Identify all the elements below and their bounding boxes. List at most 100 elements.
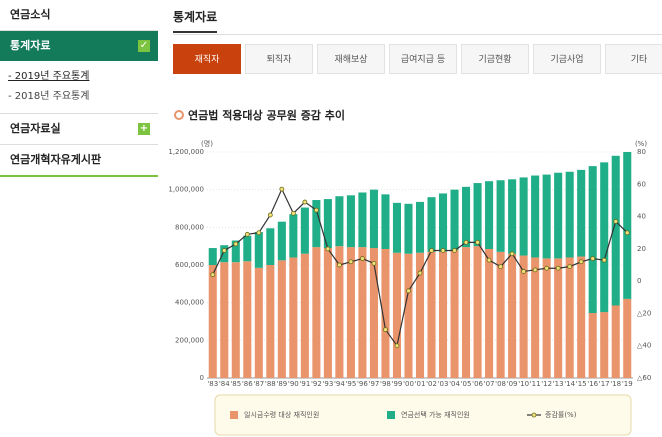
x-tick-label: '18	[610, 380, 621, 388]
bar	[392, 252, 402, 378]
bar	[254, 232, 263, 268]
line-marker	[337, 262, 342, 268]
x-tick-label: '92	[311, 380, 322, 388]
x-tick-label: '16	[587, 380, 598, 388]
bar	[462, 247, 471, 378]
bar	[231, 240, 240, 263]
x-tick-label: '93	[322, 380, 333, 388]
bar	[600, 162, 609, 313]
bar	[588, 166, 597, 314]
chart-title: 연금법 적용대상 공무원 증감 추이	[174, 107, 345, 123]
bar	[485, 248, 494, 378]
x-tick-label: '04	[449, 380, 460, 388]
bar	[220, 262, 229, 378]
submenu-item[interactable]: - 2018년 주요통계	[8, 91, 90, 102]
tab[interactable]: 재해보상	[317, 44, 385, 74]
x-tick-label: '90	[288, 380, 299, 388]
x-tick-label: '94	[334, 380, 345, 388]
bar	[312, 200, 321, 248]
x-tick-label: '87	[253, 380, 264, 388]
tab[interactable]: 기금사업	[533, 44, 601, 74]
menu-label: 통계자료	[10, 39, 51, 52]
bar	[611, 305, 620, 378]
line-marker	[521, 269, 527, 274]
bar	[542, 174, 551, 259]
bar	[623, 152, 632, 299]
line-marker	[590, 256, 596, 261]
submenu-item[interactable]: - 2019년 주요통계	[8, 71, 90, 82]
bar	[404, 203, 413, 254]
line-marker	[267, 212, 273, 218]
line-marker	[256, 230, 262, 236]
menu-item[interactable]: 연금소식	[0, 0, 158, 31]
y2-tick-label: 0	[637, 277, 641, 285]
x-tick-label: '85	[230, 380, 241, 388]
bar	[392, 202, 402, 253]
bar	[496, 180, 505, 252]
line-marker	[371, 260, 377, 266]
x-tick-label: '07	[484, 380, 495, 388]
bar	[565, 171, 574, 258]
x-tick-label: '09	[507, 380, 518, 388]
bar	[519, 255, 528, 378]
bar	[415, 252, 425, 378]
tab[interactable]: 기금현황	[461, 44, 529, 74]
bar	[554, 258, 563, 378]
line-marker	[567, 264, 573, 270]
chart: 0 200,000 400,000 600,000 800,000 1,000,000 1,…	[168, 139, 651, 436]
bar	[312, 247, 321, 378]
tab[interactable]: 급여지급 등	[389, 44, 457, 74]
bar	[473, 183, 482, 247]
line-marker	[313, 207, 319, 213]
bar	[381, 248, 390, 378]
x-tick-label: '99	[392, 380, 403, 388]
bar	[231, 262, 240, 378]
menu-item[interactable]: 연금개혁자유게시판	[0, 145, 158, 177]
line-marker	[383, 327, 388, 332]
legend-swatch	[387, 411, 395, 419]
x-tick-label: '17	[599, 380, 610, 388]
bar	[611, 155, 620, 306]
y2-tick-label: △20	[637, 309, 651, 317]
legend-label: 증감률(%)	[545, 411, 577, 419]
bar	[335, 246, 344, 378]
x-tick-label: '89	[276, 380, 287, 388]
bar	[438, 193, 448, 252]
bar	[381, 194, 390, 249]
legend-label: 연금선택 가능 재직인원	[401, 410, 470, 419]
submenu: - 2019년 주요통계 - 2018년 주요통계	[0, 61, 158, 113]
bar	[588, 313, 597, 378]
y-tick-label: 1,000,000	[168, 186, 204, 194]
line-marker	[486, 257, 492, 263]
bar	[300, 253, 309, 378]
line-marker	[555, 265, 561, 271]
tab[interactable]: 퇴직자	[245, 44, 313, 74]
page-title: 통계자료	[173, 8, 218, 33]
y-tick-label: 200,000	[175, 336, 204, 344]
icon: ✓	[138, 40, 150, 52]
bar	[335, 196, 344, 247]
x-tick-label: '12	[541, 380, 552, 388]
icon: +	[138, 123, 150, 135]
tab[interactable]: 재직자	[173, 44, 241, 74]
x-tick-label: '97	[369, 380, 380, 388]
bar	[519, 177, 528, 256]
x-tick-label: '95	[345, 380, 356, 388]
menu-label: 연금자료실	[10, 122, 61, 135]
x-tick-label: '08	[495, 380, 506, 388]
bar	[220, 245, 229, 263]
bar	[450, 249, 459, 378]
x-tick-label: '98	[380, 380, 391, 388]
line-marker	[463, 239, 469, 245]
menu-item[interactable]: 통계자료 ✓	[0, 31, 158, 61]
y-tick-label: 1,200,000	[168, 148, 204, 156]
line-marker	[532, 267, 538, 273]
bar	[323, 199, 332, 249]
menu-item[interactable]: 연금자료실 +	[0, 113, 158, 145]
tab[interactable]: 기타	[605, 44, 662, 74]
bar	[542, 258, 551, 378]
y2-tick-label: 40	[637, 213, 646, 221]
y2-axis-label: (%)	[635, 140, 647, 148]
x-tick-label: '84	[219, 380, 230, 388]
